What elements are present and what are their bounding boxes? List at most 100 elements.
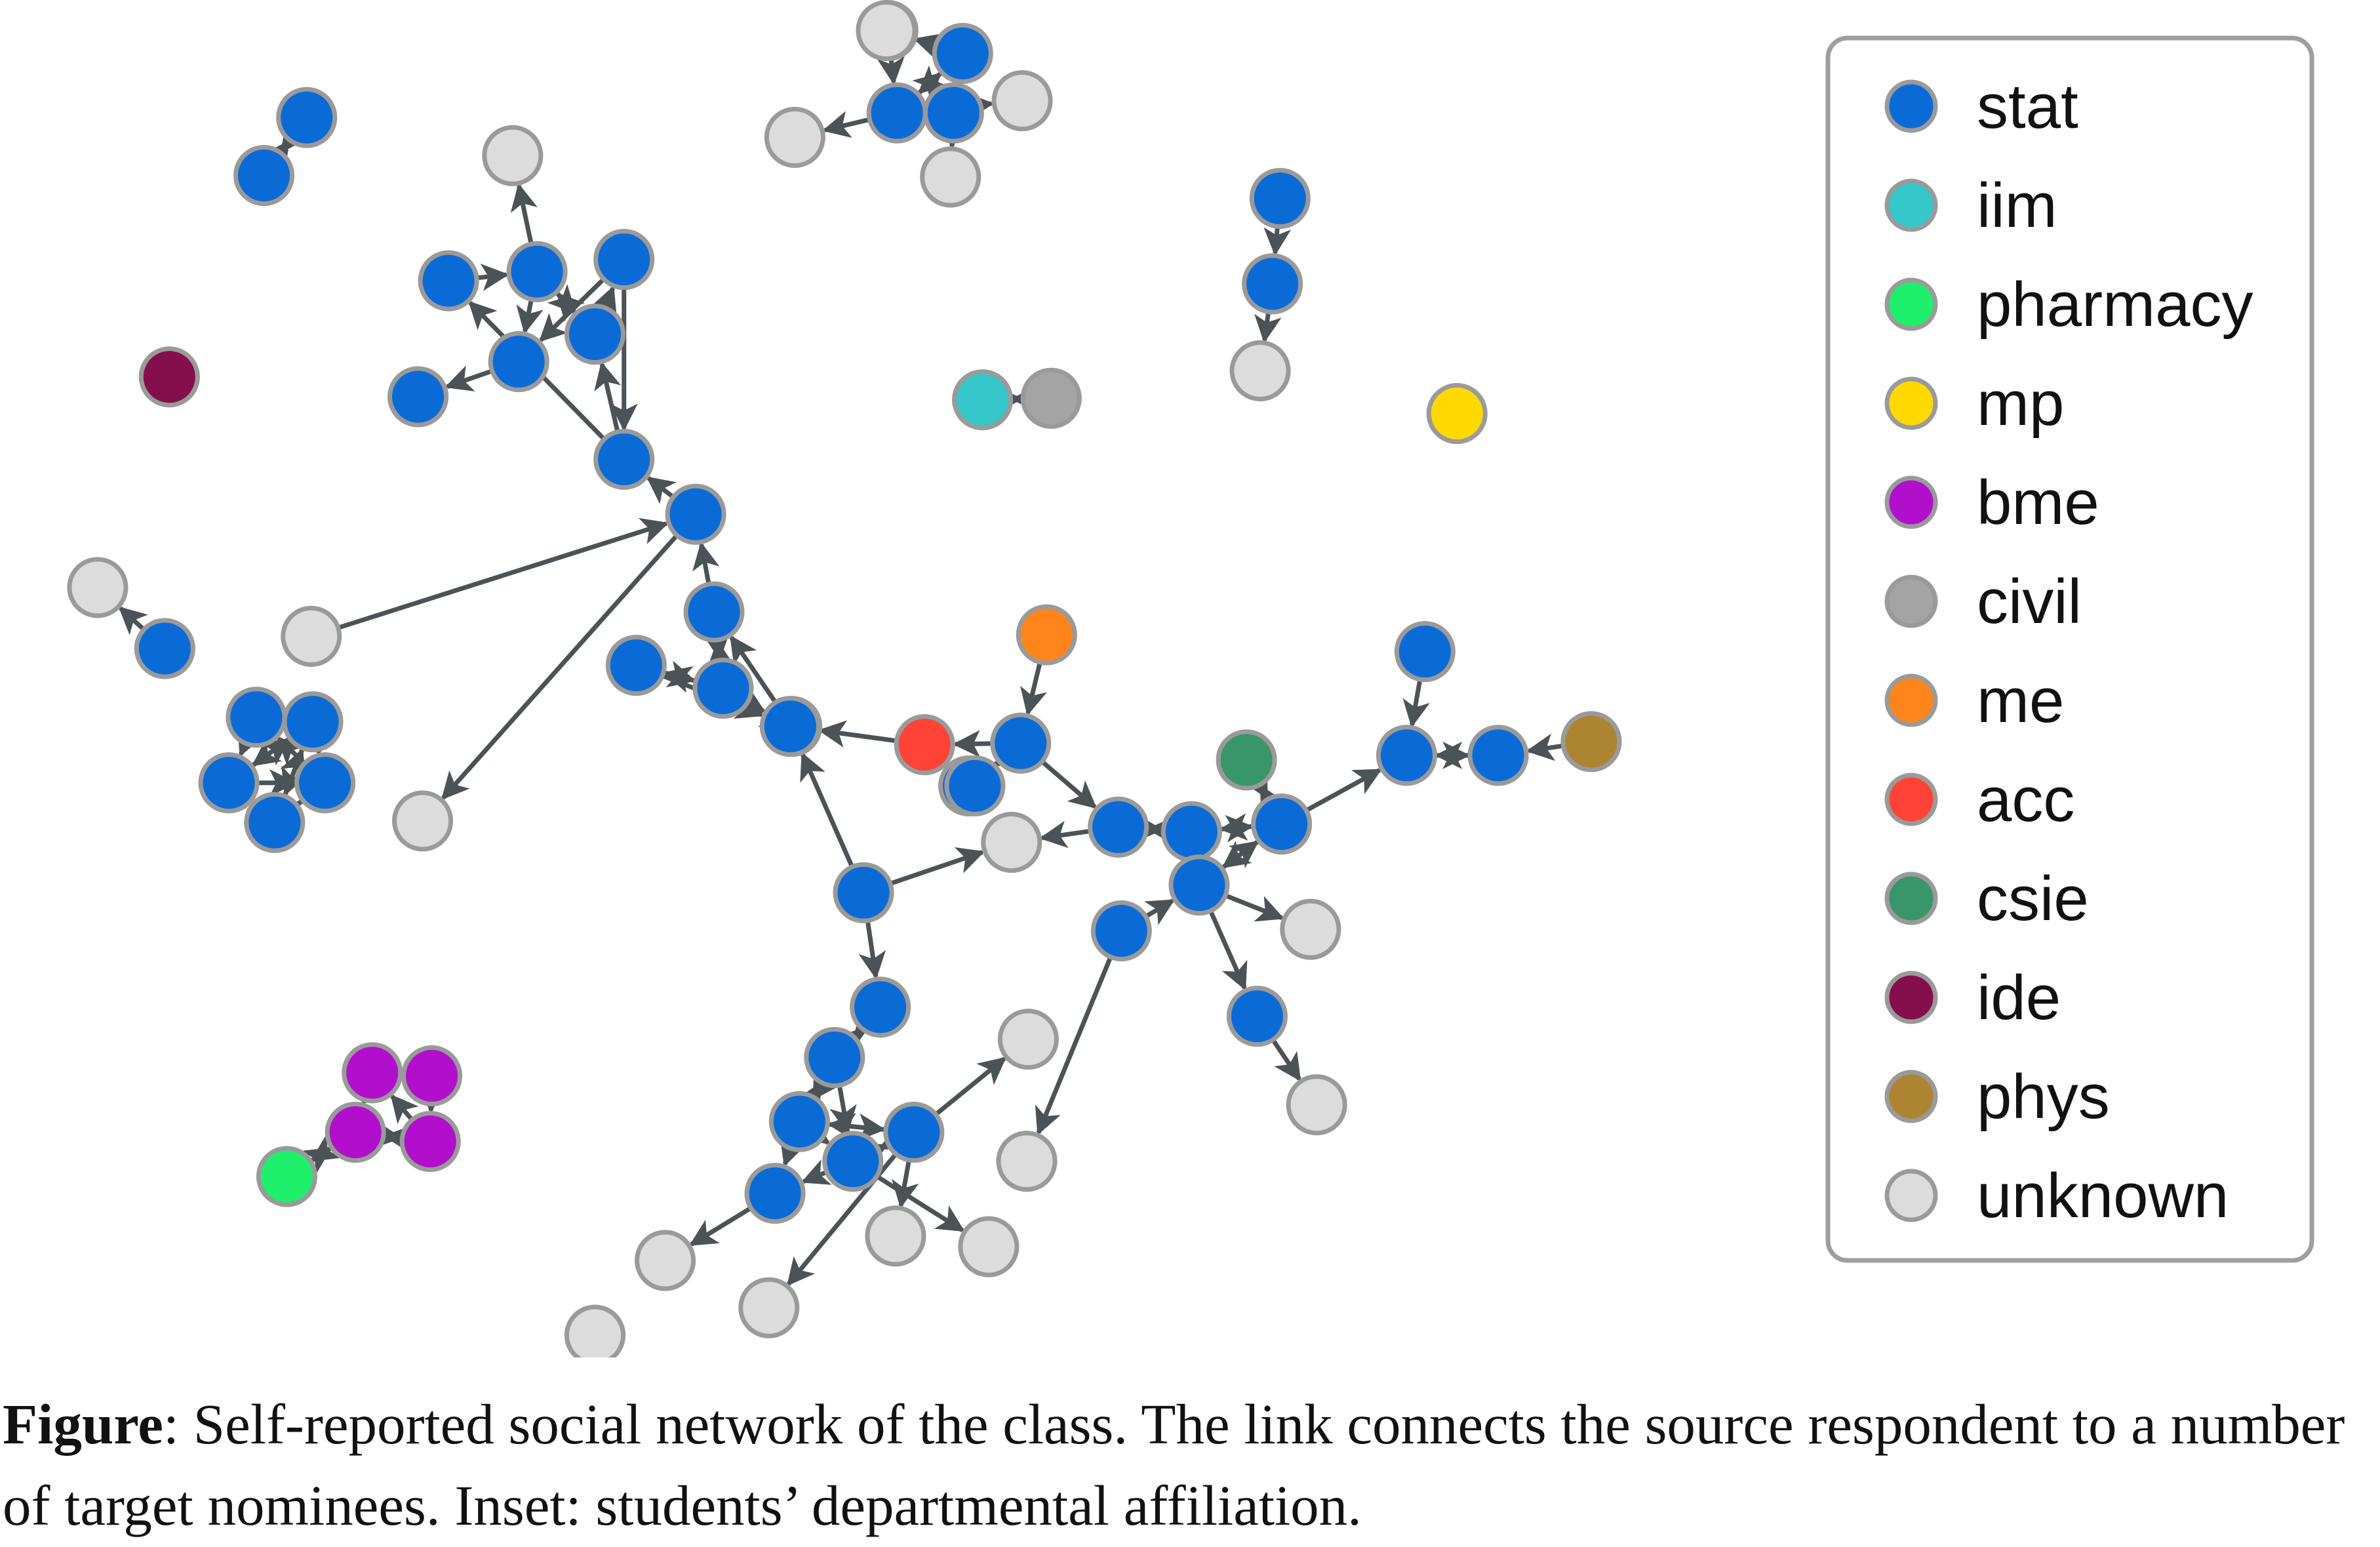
- edge-i1-g8: [646, 476, 677, 504]
- edge-c2-c3: [1254, 311, 1282, 344]
- legend-item-acc: acc: [1884, 765, 2074, 835]
- node-stat: [1249, 167, 1311, 230]
- node-stat: [1226, 986, 1288, 1047]
- legend-swatch-phys: [1884, 1070, 1938, 1123]
- edge-m1-j5: [889, 847, 985, 886]
- social-network-graph: stat iim pharmacy mp bme civil me acc csie ide phy…: [67, 0, 2314, 1357]
- legend-swatch-pharmacy: [1884, 277, 1938, 331]
- node-unknown: [1229, 340, 1291, 401]
- node-csie: [1216, 729, 1277, 791]
- node-stat: [944, 755, 1006, 816]
- node-stat: [768, 1091, 830, 1152]
- edge-k8-k9: [1271, 1038, 1301, 1082]
- node-stat: [1376, 725, 1437, 786]
- node-unknown: [997, 1009, 1059, 1070]
- node-stat: [198, 752, 260, 814]
- node-unknown: [564, 1304, 626, 1357]
- node-stat: [744, 1163, 806, 1224]
- edge-i4-i1: [692, 542, 720, 585]
- legend-swatch-me: [1884, 673, 1938, 727]
- node-stat: [922, 82, 984, 144]
- node-unknown: [865, 1205, 926, 1267]
- node-unknown: [981, 811, 1042, 874]
- edge-h4-h7: [281, 747, 307, 797]
- edge-b2-b8: [913, 33, 944, 60]
- node-stat: [418, 250, 479, 311]
- legend-label-bme: bme: [1977, 468, 2099, 538]
- edges-layer: [118, 33, 1564, 1287]
- node-stat: [294, 752, 356, 814]
- legend-label-civil: civil: [1977, 567, 2082, 637]
- node-phys: [1560, 711, 1622, 773]
- node-stat: [1090, 900, 1152, 961]
- edge-i4-i6: [703, 631, 730, 660]
- node-unknown: [920, 146, 982, 208]
- edge-n4-n1: [390, 1094, 419, 1125]
- legend-label-csie: csie: [1977, 864, 2089, 934]
- edge-m4-m8: [829, 1085, 857, 1134]
- legend-item-bme: bme: [1884, 468, 2099, 538]
- node-stat: [593, 229, 655, 291]
- node-stat: [134, 618, 195, 679]
- edge-b4-b3: [822, 111, 871, 138]
- legend-label-pharmacy: pharmacy: [1977, 270, 2253, 340]
- edge-l1-l2: [1402, 679, 1430, 728]
- edge-k6-k5: [1144, 898, 1176, 925]
- edge-h2-h1: [118, 606, 148, 635]
- node-ide: [138, 346, 200, 408]
- node-unknown: [1280, 898, 1341, 960]
- legend: stat iim pharmacy mp bme civil me acc csie ide phy…: [1825, 35, 2314, 1263]
- node-unknown: [958, 1216, 1020, 1277]
- edge-k5-k4: [1220, 840, 1259, 870]
- node-unknown: [67, 557, 129, 618]
- node-unknown: [764, 106, 825, 168]
- edge-i2-i1: [337, 517, 669, 630]
- node-stat: [1160, 801, 1222, 862]
- network-figure: stat iim pharmacy mp bme civil me acc csie ide phy…: [67, 0, 2314, 1357]
- legend-items: stat iim pharmacy mp bme civil me acc csie ide phy…: [1884, 71, 2253, 1231]
- edge-l4-l3: [1526, 733, 1564, 761]
- node-stat: [1394, 621, 1456, 683]
- legend-swatch-civil: [1884, 574, 1938, 628]
- node-stat: [883, 1102, 945, 1163]
- node-mp: [1426, 383, 1488, 445]
- node-stat: [605, 634, 667, 696]
- edge-k5-k8: [1208, 910, 1248, 991]
- node-unknown: [392, 790, 454, 852]
- edge-i6-i5: [663, 666, 697, 693]
- edge-k3-k2: [1146, 816, 1175, 845]
- caption-text: : Self-reported social network of the cl…: [3, 1392, 2345, 1537]
- edge-k6-m9: [1035, 955, 1113, 1136]
- node-pharmacy: [256, 1146, 318, 1207]
- edge-m8-m13: [875, 1174, 965, 1233]
- node-stat: [1168, 854, 1230, 916]
- node-stat: [226, 687, 287, 748]
- edge-k2-j5: [1039, 820, 1091, 849]
- node-unknown: [738, 1277, 800, 1338]
- legend-swatch-acc: [1884, 773, 1938, 826]
- legend-item-civil: civil: [1884, 567, 2082, 637]
- node-unknown: [1286, 1074, 1347, 1136]
- edge-n4-n3: [383, 1125, 412, 1153]
- legend-label-acc: acc: [1977, 765, 2074, 835]
- legend-item-stat: stat: [1884, 71, 2078, 142]
- node-stat: [683, 581, 745, 643]
- node-stat: [1088, 796, 1149, 858]
- node-stat: [850, 976, 911, 1038]
- node-me: [1016, 604, 1077, 666]
- edge-k4-l2: [1305, 768, 1382, 813]
- node-stat: [282, 691, 344, 753]
- edge-g3-g1: [510, 183, 538, 245]
- node-stat: [833, 862, 894, 923]
- node-iim: [951, 369, 1014, 431]
- edge-m6-m7: [934, 1056, 1007, 1117]
- legend-frame: [1825, 35, 2314, 1263]
- legend-label-mp: mp: [1977, 369, 2064, 439]
- node-unknown: [856, 0, 917, 62]
- edge-g2-g3: [476, 264, 509, 291]
- edge-k4-k3: [1220, 813, 1254, 841]
- node-stat: [822, 1131, 884, 1192]
- edge-j2-i8: [818, 720, 897, 748]
- node-stat: [593, 428, 655, 490]
- edge-m5-m10: [780, 1136, 806, 1167]
